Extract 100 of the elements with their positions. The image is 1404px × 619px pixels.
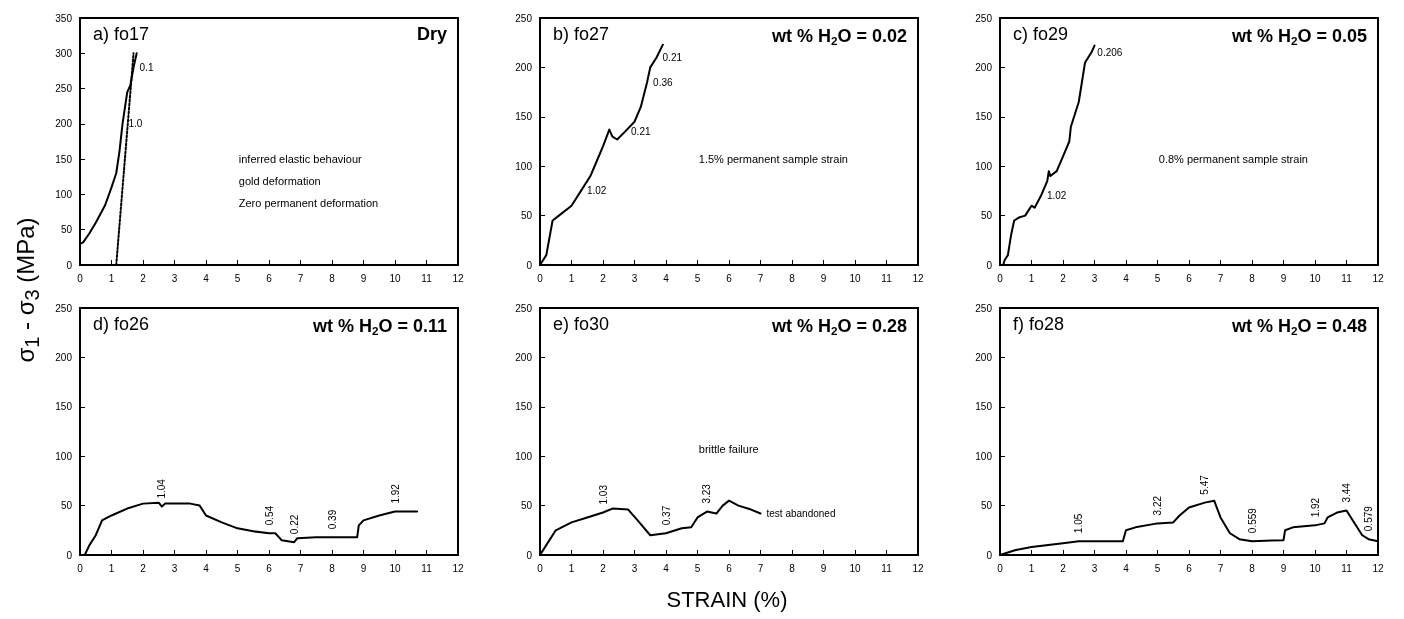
x-tick-label: 0 xyxy=(537,272,544,284)
x-tick-label: 6 xyxy=(1186,272,1193,284)
annotation: 3.22 xyxy=(1152,495,1163,516)
x-tick-label: 9 xyxy=(820,272,827,284)
chart-subtitle: Dry xyxy=(416,24,447,44)
chart-title: d) fo26 xyxy=(93,314,150,334)
x-tick-label: 2 xyxy=(1060,272,1067,284)
y-tick-label: 250 xyxy=(975,302,993,314)
x-tick-label: 6 xyxy=(1186,562,1193,574)
x-tick-label: 5 xyxy=(694,562,701,574)
annotation: 1.02 xyxy=(586,185,607,197)
y-tick-label: 50 xyxy=(980,210,993,222)
x-tick-label: 7 xyxy=(297,562,304,574)
y-tick-label: 150 xyxy=(975,401,993,413)
x-tick-label: 3 xyxy=(631,272,638,284)
x-tick-label: 9 xyxy=(360,562,367,574)
y-tick-label: 50 xyxy=(520,500,533,512)
x-tick-label: 4 xyxy=(663,272,670,284)
x-tick-label: 5 xyxy=(694,272,701,284)
x-tick-label: 2 xyxy=(140,562,147,574)
x-tick-label: 10 xyxy=(849,272,861,284)
annotation: gold deformation xyxy=(238,175,321,188)
x-tick-label: 11 xyxy=(421,562,433,574)
y-tick-label: 50 xyxy=(60,500,73,512)
x-tick-label: 7 xyxy=(1217,562,1224,574)
x-tick-label: 0 xyxy=(537,562,544,574)
annotation: 1.02 xyxy=(1046,190,1067,202)
x-tick-label: 2 xyxy=(600,562,607,574)
y-tick-label: 250 xyxy=(515,12,533,24)
x-tick-label: 10 xyxy=(849,562,861,574)
y-tick-label: 200 xyxy=(55,351,73,363)
x-tick-label: 8 xyxy=(789,272,796,284)
x-tick-label: 4 xyxy=(1123,562,1130,574)
y-tick-label: 0 xyxy=(526,259,533,271)
annotation: 1.0 xyxy=(128,118,143,130)
y-tick-label: 350 xyxy=(55,12,73,24)
annotation: 0.1 xyxy=(139,61,154,73)
y-tick-label: 250 xyxy=(55,83,73,95)
x-tick-label: 7 xyxy=(1217,272,1224,284)
annotation: 0.39 xyxy=(326,509,338,530)
x-tick-label: 11 xyxy=(881,562,893,574)
annotation: 0.579 xyxy=(1363,505,1375,532)
chart-title: c) fo29 xyxy=(1013,24,1069,44)
x-tick-label: 12 xyxy=(1372,272,1384,284)
x-tick-label: 2 xyxy=(140,272,147,284)
y-tick-label: 100 xyxy=(515,160,533,172)
y-tick-label: 50 xyxy=(520,210,533,222)
y-tick-label: 100 xyxy=(55,188,73,200)
x-tick-label: 8 xyxy=(789,562,796,574)
annotation: 0.21 xyxy=(631,126,651,138)
x-tick-label: 12 xyxy=(1372,562,1384,574)
annotation: 0.22 xyxy=(288,514,300,535)
x-tick-label: 11 xyxy=(881,272,893,284)
annotation: 0.559 xyxy=(1246,507,1258,534)
x-tick-label: 12 xyxy=(452,272,464,284)
x-tick-label: 0 xyxy=(997,272,1004,284)
y-tick-label: 0 xyxy=(986,549,993,561)
annotation: 3.23 xyxy=(701,483,713,504)
x-tick-label: 0 xyxy=(997,562,1004,574)
y-tick-label: 0 xyxy=(66,549,73,561)
x-tick-label: 4 xyxy=(1123,272,1130,284)
y-tick-label: 200 xyxy=(515,351,533,363)
y-tick-label: 100 xyxy=(975,450,993,462)
x-tick-label: 1 xyxy=(1028,562,1035,574)
x-tick-label: 1 xyxy=(568,562,575,574)
annotation: 1.05 xyxy=(1073,513,1085,534)
x-tick-label: 7 xyxy=(757,272,764,284)
annotation: 1.5% permanent sample strain xyxy=(698,153,848,166)
y-tick-label: 150 xyxy=(515,111,533,123)
chart-title: b) fo27 xyxy=(553,24,610,44)
x-tick-label: 3 xyxy=(171,562,178,574)
x-tick-label: 12 xyxy=(912,272,924,284)
x-tick-label: 1 xyxy=(108,562,115,574)
x-tick-label: 4 xyxy=(203,272,210,284)
x-tick-label: 8 xyxy=(329,272,336,284)
y-tick-label: 200 xyxy=(975,351,993,363)
x-tick-label: 1 xyxy=(568,272,575,284)
annotation: 3.44 xyxy=(1341,482,1352,503)
y-tick-label: 250 xyxy=(975,12,993,24)
y-tick-label: 100 xyxy=(975,160,993,172)
x-tick-label: 2 xyxy=(600,272,607,284)
x-tick-label: 11 xyxy=(1341,272,1353,284)
x-tick-label: 10 xyxy=(1309,562,1321,574)
y-tick-label: 0 xyxy=(66,259,73,271)
x-tick-label: 2 xyxy=(1060,562,1067,574)
x-tick-label: 10 xyxy=(389,272,401,284)
x-tick-label: 9 xyxy=(820,562,827,574)
x-tick-label: 4 xyxy=(203,562,210,574)
x-tick-label: 6 xyxy=(266,272,273,284)
annotation: 0.36 xyxy=(653,76,673,88)
x-tick-label: 3 xyxy=(631,562,638,574)
annotation: 1.03 xyxy=(597,484,609,505)
annotation: 0.37 xyxy=(660,505,672,526)
x-tick-label: 8 xyxy=(1249,562,1256,574)
annotation: inferred elastic behaviour xyxy=(238,153,362,166)
annotation: brittle failure xyxy=(698,443,759,456)
y-tick-label: 200 xyxy=(515,61,533,73)
x-tick-label: 4 xyxy=(663,562,670,574)
x-tick-label: 9 xyxy=(1280,562,1287,574)
y-tick-label: 50 xyxy=(980,500,993,512)
